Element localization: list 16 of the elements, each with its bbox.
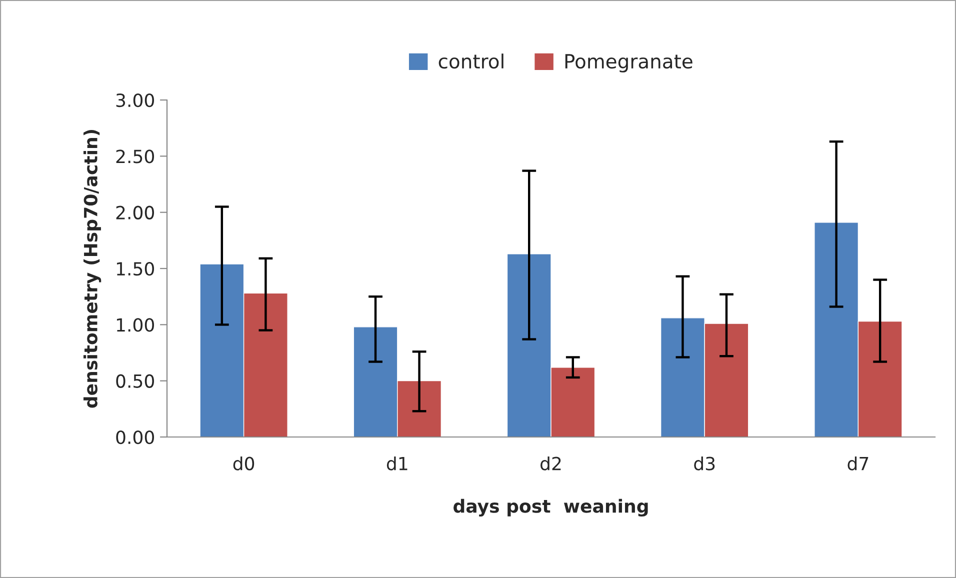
y-tick-label: 3.00 <box>116 93 154 108</box>
x-tick-label: d2 <box>540 456 561 470</box>
x-tick-label: d7 <box>848 456 868 470</box>
legend-label: Pomegranate <box>565 54 692 72</box>
y-tick-label: 2.50 <box>116 150 154 164</box>
y-tick-label: 0.00 <box>116 430 154 444</box>
y-tick-label: 1.50 <box>116 262 154 276</box>
x-tick-label: d0 <box>233 456 254 470</box>
legend-label: control <box>438 54 504 69</box>
y-tick-label: 2.00 <box>116 206 154 220</box>
x-axis-title: days post weaning <box>454 498 648 517</box>
y-tick-label: 0.50 <box>116 374 154 388</box>
y-tick-label: 1.00 <box>116 318 154 332</box>
y-axis-title: densitometry (Hsp70/actin) <box>83 130 102 408</box>
x-tick-label: d3 <box>694 456 715 470</box>
x-tick-label: d1 <box>386 456 408 470</box>
